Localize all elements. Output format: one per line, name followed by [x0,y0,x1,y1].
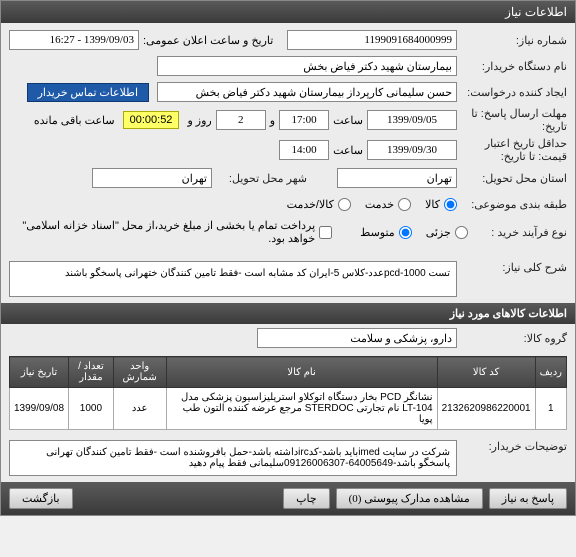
col-row: ردیف [535,357,566,388]
buyer-notes-label: توضیحات خریدار: [457,440,567,453]
validity-label: حداقل تاریخ اعتبار قیمت: تا تاریخ: [457,137,567,163]
announce-label: تاریخ و ساعت اعلان عمومی: [143,34,273,47]
announce-input[interactable] [9,30,139,50]
goods-radio[interactable] [444,198,457,211]
window-title: اطلاعات نیاز [1,1,575,23]
process-radio-group: جزئی متوسط [350,226,468,239]
buyer-notes-row: توضیحات خریدار: شرکت در سایت imedباید با… [1,434,575,482]
need-info-window: اطلاعات نیاز شماره نیاز: تاریخ و ساعت اع… [0,0,576,516]
cell-date: 1399/09/08 [10,388,69,430]
treasury-checkbox[interactable] [319,226,332,239]
treasury-checkbox-row: پرداخت تمام یا بخشی از مبلغ خرید،از محل … [9,219,332,245]
days-label: روز و [187,114,211,127]
col-code: کد کالا [437,357,535,388]
validity-date-input[interactable] [367,140,457,160]
items-section-header: اطلاعات کالاهای مورد نیاز [1,303,575,324]
province-input[interactable] [337,168,457,188]
need-no-label: شماره نیاز: [457,34,567,47]
buyer-notes-box: شرکت در سایت imedباید باشد-کدircداشته با… [9,440,457,476]
general-desc-box: تست pcd-1000عدد-کلاس 5-ایران کد مشابه اس… [9,261,457,297]
attachments-button[interactable]: مشاهده مدارک پیوستی (0) [336,488,483,509]
category-radio-group: کالا خدمت کالا/خدمت [277,198,457,211]
goods-radio-label: کالا [425,198,440,211]
days-input[interactable] [216,110,266,130]
col-name: نام کالا [166,357,437,388]
remain-label: ساعت باقی مانده [34,114,115,127]
col-date: تاریخ نیاز [10,357,69,388]
deadline-label: مهلت ارسال پاسخ: تا تاریخ: [457,107,567,133]
cell-unit: عدد [113,388,166,430]
general-desc-label: شرح کلی نیاز: [457,261,567,274]
time-label-1: ساعت [333,114,363,127]
cell-qty: 1000 [69,388,114,430]
group-label: گروه کالا: [457,332,567,345]
general-desc-row: شرح کلی نیاز: تست pcd-1000عدد-کلاس 5-ایر… [1,255,575,303]
countdown-timer: 00:00:52 [123,111,180,129]
creator-input[interactable] [157,82,457,102]
service-radio[interactable] [398,198,411,211]
cell-code: 2132620986220001 [437,388,535,430]
deadline-time-input[interactable] [279,110,329,130]
city-label: شهر محل تحویل: [212,172,307,185]
table-row[interactable]: 1 2132620986220001 نشانگر PCD بخار دستگا… [10,388,567,430]
low-radio-label: جزئی [426,226,451,239]
and-label: و [270,114,275,127]
reply-button[interactable]: پاسخ به نیاز [489,488,567,509]
validity-time-input[interactable] [279,140,329,160]
goods-service-radio[interactable] [338,198,351,211]
budget-label: طبقه بندی موضوعی: [457,198,567,211]
need-no-input[interactable] [287,30,457,50]
col-qty: تعداد / مقدار [69,357,114,388]
footer-bar: پاسخ به نیاز مشاهده مدارک پیوستی (0) چاپ… [1,482,575,515]
city-input[interactable] [92,168,212,188]
creator-label: ایجاد کننده درخواست: [457,86,567,99]
form-area: شماره نیاز: تاریخ و ساعت اعلان عمومی: نا… [1,23,575,255]
cell-name: نشانگر PCD بخار دستگاه اتوکلاو استریلیزا… [166,388,437,430]
buyer-label: نام دستگاه خریدار: [457,60,567,73]
group-input[interactable] [257,328,457,348]
contact-buyer-button[interactable]: اطلاعات تماس خریدار [27,83,149,102]
deadline-date-input[interactable] [367,110,457,130]
back-button[interactable]: بازگشت [9,488,73,509]
province-label: استان محل تحویل: [457,172,567,185]
col-unit: واحد شمارش [113,357,166,388]
treasury-checkbox-label: پرداخت تمام یا بخشی از مبلغ خرید،از محل … [9,219,315,245]
print-button[interactable]: چاپ [283,488,330,509]
cell-idx: 1 [535,388,566,430]
goods-service-radio-label: کالا/خدمت [287,198,334,211]
group-row: گروه کالا: [1,324,575,352]
buyer-input[interactable] [157,56,457,76]
mid-radio[interactable] [399,226,412,239]
service-radio-label: خدمت [365,198,394,211]
process-label: نوع فرآیند خرید : [468,226,567,239]
low-radio[interactable] [455,226,468,239]
mid-radio-label: متوسط [360,226,395,239]
items-table: ردیف کد کالا نام کالا واحد شمارش تعداد /… [9,356,567,430]
time-label-2: ساعت [333,144,363,157]
